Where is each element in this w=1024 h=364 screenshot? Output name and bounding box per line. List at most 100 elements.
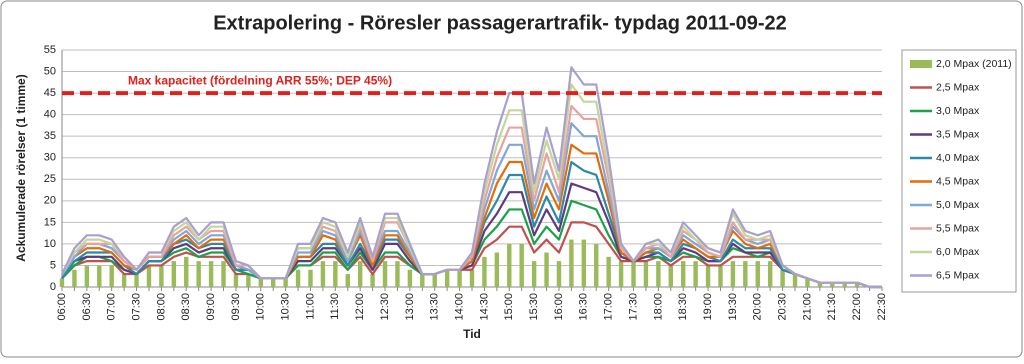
bar bbox=[407, 269, 413, 287]
legend-label: 6,5 Mpax bbox=[936, 269, 980, 281]
bar bbox=[59, 278, 65, 287]
bar bbox=[382, 261, 388, 287]
x-tick-label: 12:30 bbox=[379, 293, 391, 321]
bar bbox=[854, 282, 860, 287]
bar bbox=[184, 256, 189, 287]
bar bbox=[196, 261, 201, 287]
bar bbox=[569, 239, 574, 287]
y-tick-label: 55 bbox=[44, 44, 56, 56]
x-tick-label: 14:30 bbox=[478, 293, 490, 321]
x-tick-label: 18:30 bbox=[677, 293, 689, 321]
y-tick-label: 35 bbox=[44, 130, 56, 142]
bar bbox=[109, 265, 114, 287]
bar bbox=[792, 274, 798, 287]
x-tick-label: 19:30 bbox=[727, 293, 739, 321]
y-tick-label: 5 bbox=[50, 259, 56, 271]
bar bbox=[444, 269, 450, 287]
bar bbox=[767, 261, 773, 287]
bar bbox=[357, 261, 363, 287]
x-tick-label: 11:30 bbox=[329, 293, 341, 320]
y-tick-label: 15 bbox=[44, 216, 56, 228]
x-tick-label: 13:00 bbox=[404, 293, 416, 321]
bar bbox=[469, 269, 475, 287]
bar bbox=[830, 282, 835, 287]
x-tick-label: 21:30 bbox=[826, 293, 838, 321]
bar bbox=[308, 269, 313, 287]
bar bbox=[556, 261, 562, 287]
x-tick-label: 22:00 bbox=[851, 293, 863, 321]
x-tick-label: 11:00 bbox=[304, 293, 316, 320]
x-tick-label: 22:30 bbox=[876, 293, 888, 321]
chart-title: Extrapolering - Röresler passagerartrafi… bbox=[213, 12, 787, 34]
bar bbox=[370, 274, 375, 287]
legend-swatch bbox=[910, 60, 932, 68]
x-tick-label: 15:30 bbox=[528, 293, 540, 321]
bar bbox=[842, 282, 847, 287]
bar bbox=[72, 269, 77, 287]
bar bbox=[420, 274, 425, 287]
bar bbox=[730, 261, 736, 287]
x-tick-label: 10:30 bbox=[280, 293, 292, 321]
bar bbox=[817, 282, 823, 287]
bar bbox=[681, 261, 686, 287]
bar bbox=[345, 274, 350, 287]
bar bbox=[320, 261, 326, 287]
legend-label: 3,5 Mpax bbox=[936, 128, 980, 140]
x-tick-label: 20:30 bbox=[777, 293, 789, 321]
y-tick-label: 50 bbox=[44, 65, 56, 77]
x-tick-label: 14:00 bbox=[453, 293, 465, 321]
x-tick-label: 07:00 bbox=[106, 293, 118, 321]
y-tick-label: 25 bbox=[44, 173, 56, 185]
bar bbox=[606, 256, 611, 287]
series-line bbox=[61, 143, 882, 289]
bar bbox=[507, 243, 512, 287]
y-tick-label: 20 bbox=[44, 195, 56, 207]
x-tick-label: 06:00 bbox=[56, 293, 68, 321]
y-tick-label: 0 bbox=[50, 281, 56, 293]
y-tick-label: 40 bbox=[44, 109, 56, 121]
bar bbox=[594, 243, 599, 287]
bar bbox=[755, 261, 760, 287]
x-tick-label: 18:00 bbox=[652, 293, 664, 321]
legend-label: 3,0 Mpax bbox=[936, 105, 980, 117]
bar bbox=[780, 269, 785, 287]
bar bbox=[482, 256, 487, 287]
x-tick-label: 17:00 bbox=[603, 293, 615, 321]
y-tick-label: 10 bbox=[44, 238, 56, 250]
x-tick-label: 09:00 bbox=[205, 293, 217, 321]
bar bbox=[432, 274, 437, 287]
bar bbox=[121, 274, 127, 287]
x-tick-label: 20:00 bbox=[752, 293, 764, 321]
bar bbox=[221, 261, 226, 287]
x-tick-label: 08:30 bbox=[180, 293, 192, 321]
bar bbox=[531, 261, 537, 287]
bar bbox=[668, 265, 673, 287]
x-tick-label: 21:00 bbox=[801, 293, 813, 321]
bar bbox=[643, 261, 649, 287]
x-tick-label: 12:00 bbox=[354, 293, 366, 321]
legend-label: 2,0 Mpax (2011) bbox=[936, 58, 1012, 70]
bar bbox=[171, 261, 177, 287]
y-axis-title: Ackumulerade rörelser (1 timme) bbox=[14, 74, 28, 261]
bar bbox=[295, 269, 301, 287]
x-tick-label: 10:00 bbox=[255, 293, 267, 321]
x-tick-label: 07:30 bbox=[130, 293, 142, 321]
legend-label: 4,5 Mpax bbox=[936, 175, 980, 187]
reference-label: Max kapacitet (fördelning ARR 55%; DEP 4… bbox=[128, 73, 392, 87]
x-tick-label: 13:30 bbox=[429, 293, 441, 321]
series-line bbox=[61, 182, 882, 289]
x-tick-label: 17:30 bbox=[627, 293, 639, 321]
legend-label: 5,5 Mpax bbox=[936, 222, 980, 234]
x-tick-label: 06:30 bbox=[81, 293, 93, 321]
bar bbox=[246, 274, 251, 287]
x-tick-label: 16:00 bbox=[553, 293, 565, 321]
x-tick-label: 16:30 bbox=[578, 293, 590, 321]
y-tick-label: 45 bbox=[44, 87, 56, 99]
legend-label: 4,0 Mpax bbox=[936, 152, 980, 164]
bar bbox=[743, 261, 748, 287]
bar bbox=[134, 274, 139, 287]
bar bbox=[544, 252, 549, 287]
bar bbox=[631, 261, 636, 287]
bar bbox=[159, 265, 164, 287]
